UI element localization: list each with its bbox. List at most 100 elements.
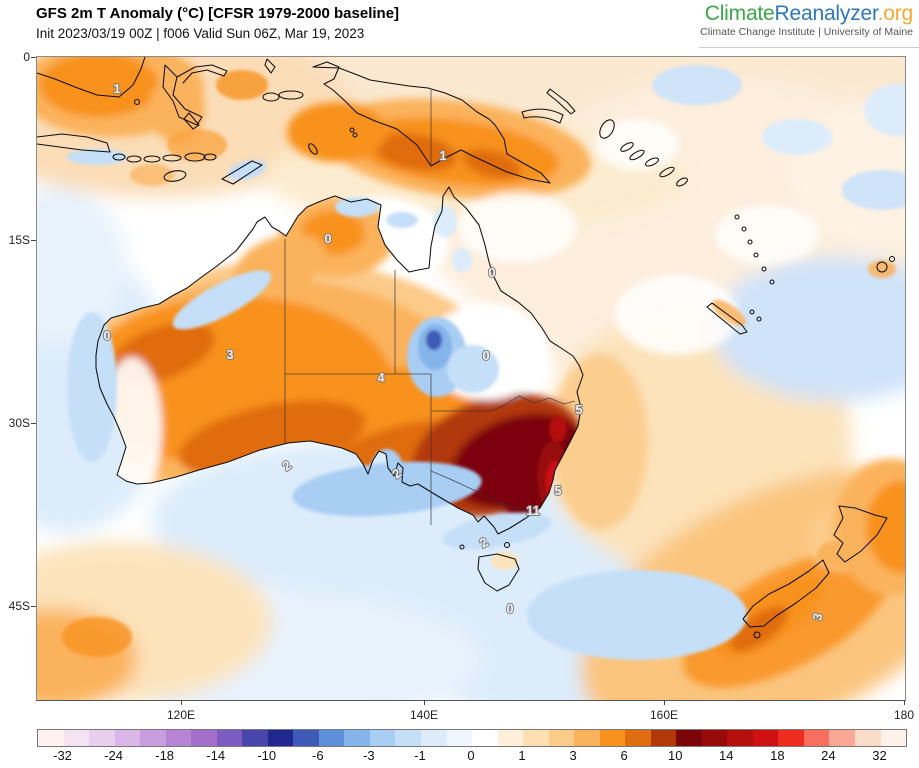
lat-axis-label: 30S — [8, 416, 30, 430]
contour-label: 0 — [506, 601, 513, 616]
colorbar-tick-label: -18 — [155, 748, 175, 763]
colorbar-cell — [63, 730, 90, 746]
colorbar-cell — [216, 730, 243, 746]
contour-label: 1 — [439, 148, 446, 163]
coastline-new-britain — [521, 108, 564, 124]
state-borders — [284, 90, 576, 525]
colorbar-cell — [855, 730, 881, 746]
colorbar-tick-label: -32 — [53, 748, 72, 763]
coastline-borneo — [37, 57, 146, 98]
colorbar-cell — [344, 730, 370, 746]
coastline-tasmania — [477, 553, 520, 592]
coastline-fiji — [876, 261, 888, 273]
colorbar-cell — [803, 730, 830, 746]
lon-axis-tick — [424, 700, 425, 705]
colorbar-tick-label: 14 — [719, 748, 734, 763]
coastline-new-guinea — [312, 61, 551, 184]
coastlines — [37, 57, 896, 639]
contour-label: 1 — [113, 81, 120, 96]
coastline-lesser-sunda — [112, 152, 217, 182]
coastline-sulawesi — [162, 64, 228, 130]
contour-label: 11 — [526, 503, 540, 518]
page-subtitle: Init 2023/03/19 00Z | f006 Valid Sun 06Z… — [36, 26, 365, 41]
colorbar-cell — [446, 730, 473, 746]
contour-label: 0 — [103, 328, 110, 343]
lon-axis-tick — [664, 700, 665, 705]
colorbar-cell — [242, 730, 268, 746]
colorbar-cell — [880, 730, 907, 746]
contour-label: 3 — [226, 347, 233, 362]
colorbar-tick-label: -6 — [312, 748, 324, 763]
lat-axis-tick — [31, 423, 36, 424]
anomaly-field-detail — [62, 65, 905, 660]
colorbar-cell — [574, 730, 600, 746]
colorbar-cell — [114, 730, 141, 746]
colorbar-tick-label: 1 — [518, 748, 526, 763]
colorbar-tick-label: 6 — [620, 748, 628, 763]
site-logo-wordmark[interactable]: ClimateReanalyzer.org — [700, 2, 913, 26]
lat-axis-label: 0 — [23, 50, 30, 64]
contour-label: 4 — [377, 370, 385, 385]
colorbar-tick-label: 18 — [770, 748, 785, 763]
colorbar-tick-label: 32 — [872, 748, 887, 763]
coastline-timor — [221, 160, 263, 185]
colorbar-cell — [165, 730, 192, 746]
colorbar-cell — [293, 730, 319, 746]
colorbar-cell — [676, 730, 702, 746]
colorbar-cell — [727, 730, 753, 746]
lat-axis-tick — [31, 240, 36, 241]
colorbar-tick-label: 24 — [821, 748, 836, 763]
lat-axis-label: 45S — [8, 599, 30, 613]
colorbar-cell — [267, 730, 294, 746]
coastline-new-caledonia — [706, 302, 748, 335]
colorbar-cell — [369, 730, 396, 746]
colorbar-cell — [191, 730, 217, 746]
colorbar-cell — [89, 730, 115, 746]
colorbar-cell — [395, 730, 421, 746]
site-logo[interactable]: ClimateReanalyzer.org Climate Change Ins… — [700, 2, 913, 38]
colorbar-tick-label: 3 — [569, 748, 577, 763]
colorbar-cell — [701, 730, 728, 746]
australia-anomaly-field — [96, 197, 583, 525]
colorbar-labels: -32 -24 -18 -14 -10 -6 -3 -1 0 1 3 6 10 14 18 24 32 — [37, 748, 905, 766]
colorbar-cell — [420, 730, 447, 746]
colorbar-tick-label: -10 — [257, 748, 277, 763]
colorbar-cell — [778, 730, 804, 746]
colorbar-cell — [472, 730, 498, 746]
contour-label: 0 — [488, 265, 495, 280]
contour-label: 0 — [324, 231, 331, 246]
lon-axis-label: 120E — [166, 708, 196, 722]
logo-divider — [699, 47, 919, 48]
colorbar-cell — [599, 730, 626, 746]
coastline-nz-north-island — [833, 505, 888, 563]
logo-part-reanalyzer: Reanalyzer — [774, 2, 878, 25]
colorbar-tick-label: -1 — [414, 748, 426, 763]
lon-axis-tick — [904, 700, 905, 705]
lon-axis-label: 140E — [409, 708, 439, 722]
logo-part-climate: Climate — [704, 2, 775, 25]
colorbar-cell — [38, 730, 64, 746]
lat-axis-tick — [31, 57, 36, 58]
contour-label: 5 — [554, 483, 561, 498]
colorbar-cell — [497, 730, 524, 746]
coastline-new-ireland — [546, 88, 576, 115]
logo-part-org: .org — [877, 2, 914, 25]
colorbar-tick-label: -3 — [363, 748, 375, 763]
contour-label: 5 — [575, 402, 582, 417]
coastline-java — [37, 133, 111, 153]
colorbar — [37, 729, 907, 747]
lon-axis-label: 180 — [893, 708, 915, 722]
page-title: GFS 2m T Anomaly (°C) [CFSR 1979-2000 ba… — [36, 5, 400, 22]
colorbar-cell — [829, 730, 855, 746]
colorbar-cell — [140, 730, 166, 746]
colorbar-tick-label: 0 — [467, 748, 475, 763]
colorbar-cell — [625, 730, 651, 746]
coastline-halmahera — [264, 58, 276, 74]
colorbar-tick-label: -14 — [206, 748, 226, 763]
lat-axis-label: 15S — [8, 233, 30, 247]
colorbar-cell — [318, 730, 345, 746]
contour-label: 0 — [482, 348, 489, 363]
colorbar-tick-label: 10 — [668, 748, 683, 763]
colorbar-cell — [523, 730, 549, 746]
